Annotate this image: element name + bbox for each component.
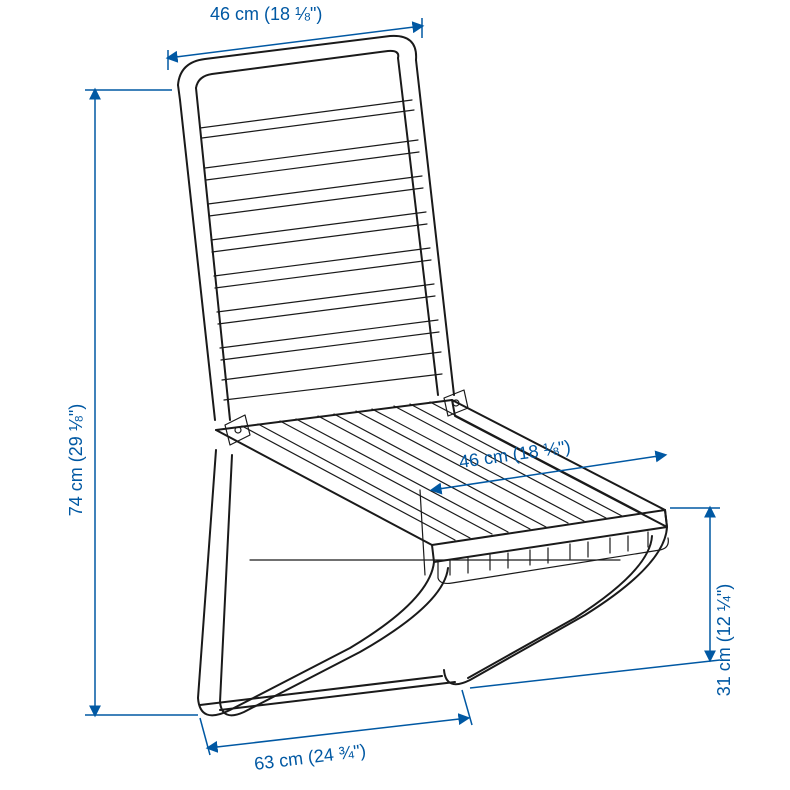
label-seat-height: 31 cm (12 ¼") [714, 584, 734, 696]
dimension-depth: 63 cm (24 ¾") [200, 690, 472, 774]
label-height: 74 cm (29 ⅛") [66, 404, 86, 516]
label-top-width: 46 cm (18 ⅛") [210, 4, 322, 24]
label-seat-width: 46 cm (18 ⅛") [458, 437, 572, 472]
dimension-diagram: 46 cm (18 ⅛") 74 cm (29 ⅛") 46 cm (18 ⅛"… [0, 0, 790, 790]
label-depth: 63 cm (24 ¾") [253, 740, 367, 774]
chair-drawing [178, 36, 668, 716]
dimension-height: 74 cm (29 ⅛") [66, 90, 198, 715]
